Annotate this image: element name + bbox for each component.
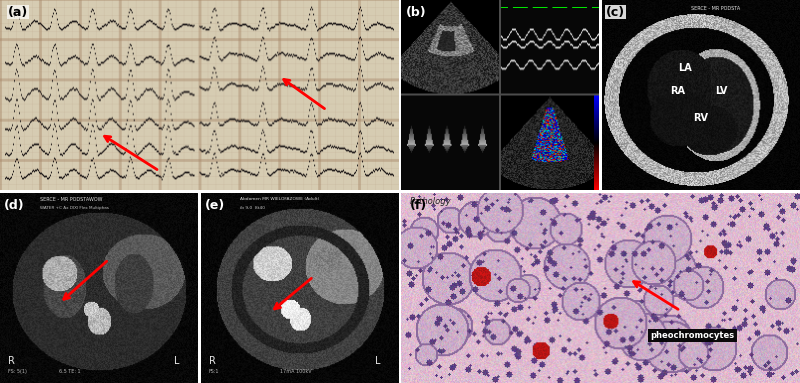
Text: (e): (e): [205, 199, 225, 212]
Text: SERCE - MR PODSTAWOW: SERCE - MR PODSTAWOW: [39, 197, 102, 202]
Text: RA: RA: [670, 86, 685, 96]
Text: R: R: [8, 356, 14, 366]
Text: LA: LA: [678, 64, 692, 74]
Text: FS: 5(1): FS: 5(1): [8, 370, 26, 375]
Text: LV: LV: [714, 86, 727, 96]
Text: (c): (c): [606, 6, 626, 19]
Text: (b): (b): [406, 6, 426, 19]
Text: RV: RV: [694, 113, 709, 123]
Text: WATER +C Ax DIXI Flex Multiphas: WATER +C Ax DIXI Flex Multiphas: [39, 206, 109, 210]
Text: (f): (f): [410, 199, 426, 212]
Text: pheochromocytes: pheochromocytes: [650, 331, 734, 340]
Text: FS:1: FS:1: [209, 370, 219, 375]
Text: 4 CH: 4 CH: [691, 15, 703, 20]
Text: Abdomen MR WIELOFAZOWE (Adult): Abdomen MR WIELOFAZOWE (Adult): [240, 197, 319, 201]
Text: 6.5 TE: 1: 6.5 TE: 1: [59, 370, 81, 375]
Text: L: L: [174, 356, 179, 366]
Text: ib 9,0  8t40: ib 9,0 8t40: [240, 206, 266, 210]
Text: L: L: [374, 356, 380, 366]
Text: SERCE - MR PODSTA: SERCE - MR PODSTA: [691, 6, 741, 11]
Text: (d): (d): [4, 199, 25, 212]
Text: (a): (a): [8, 6, 28, 19]
Text: 17mA 100kV: 17mA 100kV: [280, 370, 311, 375]
Text: R: R: [209, 356, 215, 366]
Text: Pathology: Pathology: [410, 197, 451, 206]
